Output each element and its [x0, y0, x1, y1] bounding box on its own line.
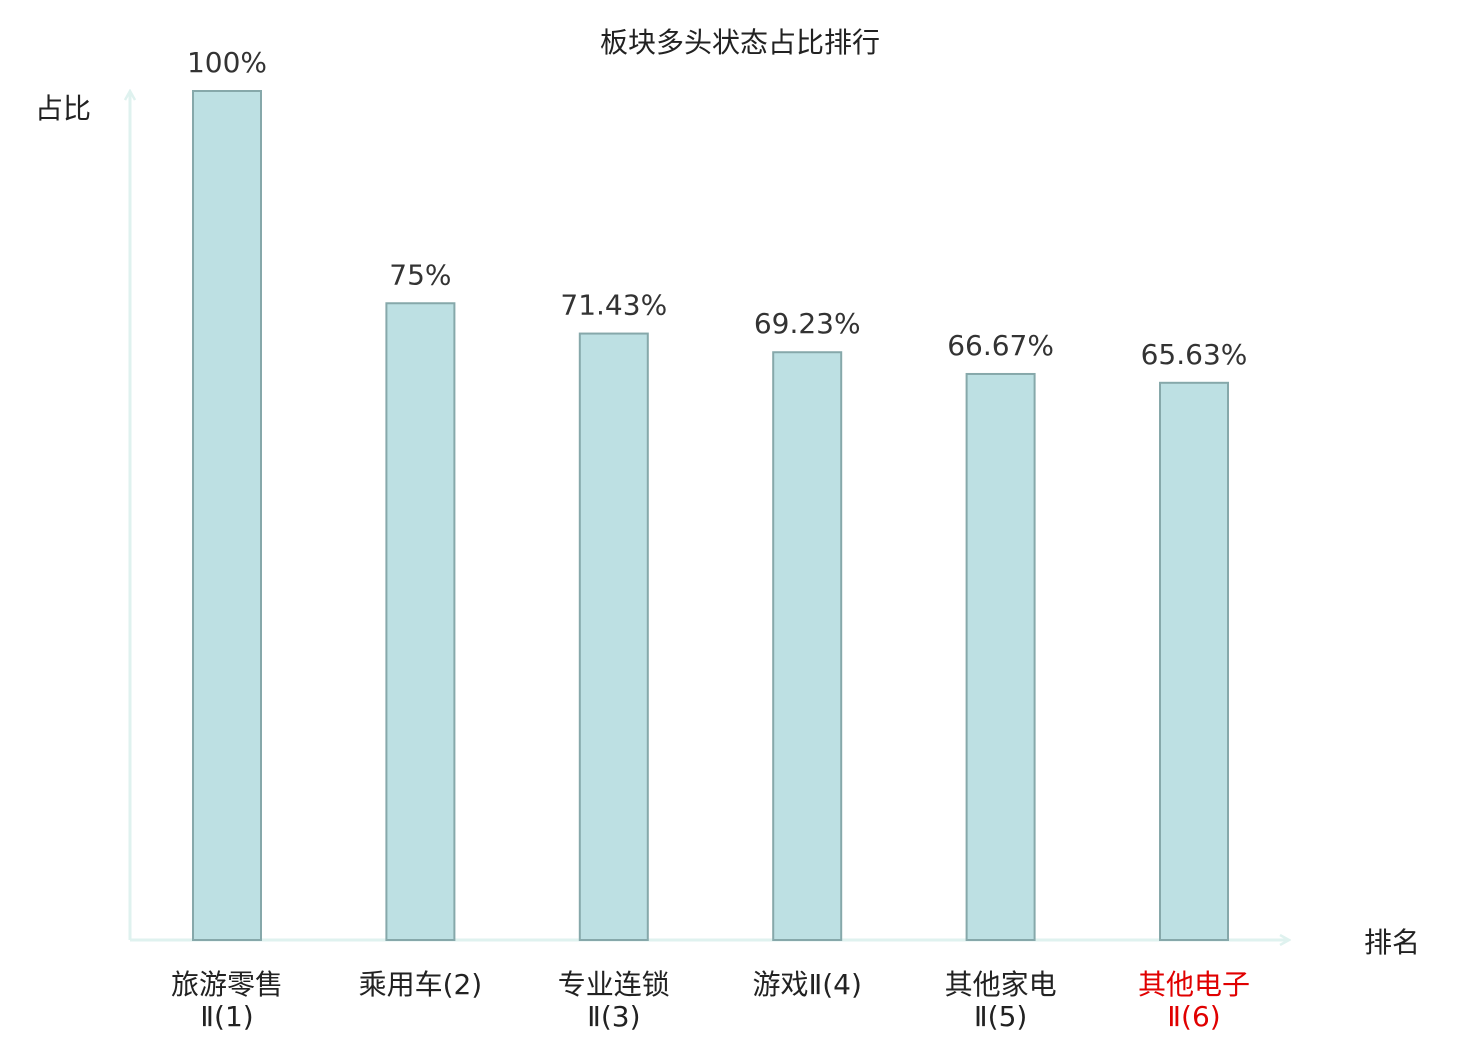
value-label-3: 71.43%	[560, 289, 667, 322]
value-label-4: 69.23%	[754, 307, 861, 340]
category-label-1-line2: Ⅱ(1)	[200, 1000, 253, 1033]
category-label-5-line2: Ⅱ(5)	[974, 1000, 1027, 1033]
bar-5	[965, 372, 1036, 942]
category-label-5: 其他家电	[945, 968, 1057, 1001]
x-axis-label: 排名	[1364, 926, 1420, 959]
value-label-6: 65.63%	[1141, 338, 1248, 371]
category-label-6: 其他电子	[1138, 968, 1250, 1001]
y-axis-label: 占比	[35, 92, 91, 125]
category-label-4: 游戏Ⅱ(4)	[752, 968, 861, 1001]
category-label-1: 旅游零售	[171, 968, 283, 1001]
category-label-6-line2: Ⅱ(6)	[1167, 1000, 1220, 1033]
bar-1	[192, 90, 262, 941]
value-label-2: 75%	[389, 258, 451, 291]
bar-3	[578, 332, 649, 941]
bar-2	[385, 302, 456, 941]
category-label-2: 乘用车(2)	[359, 968, 483, 1001]
value-label-group: 100% 75% 71.43% 69.23% 66.67% 65.63%	[187, 46, 1247, 371]
chart-title: 板块多头状态占比排行	[600, 26, 880, 59]
bar-group	[192, 90, 1229, 942]
value-label-5: 66.67%	[947, 329, 1054, 362]
bar-4	[772, 351, 843, 941]
category-label-3-line2: Ⅱ(3)	[587, 1000, 640, 1033]
bar-6	[1159, 381, 1229, 942]
category-label-3: 专业连锁	[558, 968, 670, 1001]
value-label-1: 100%	[187, 46, 267, 79]
